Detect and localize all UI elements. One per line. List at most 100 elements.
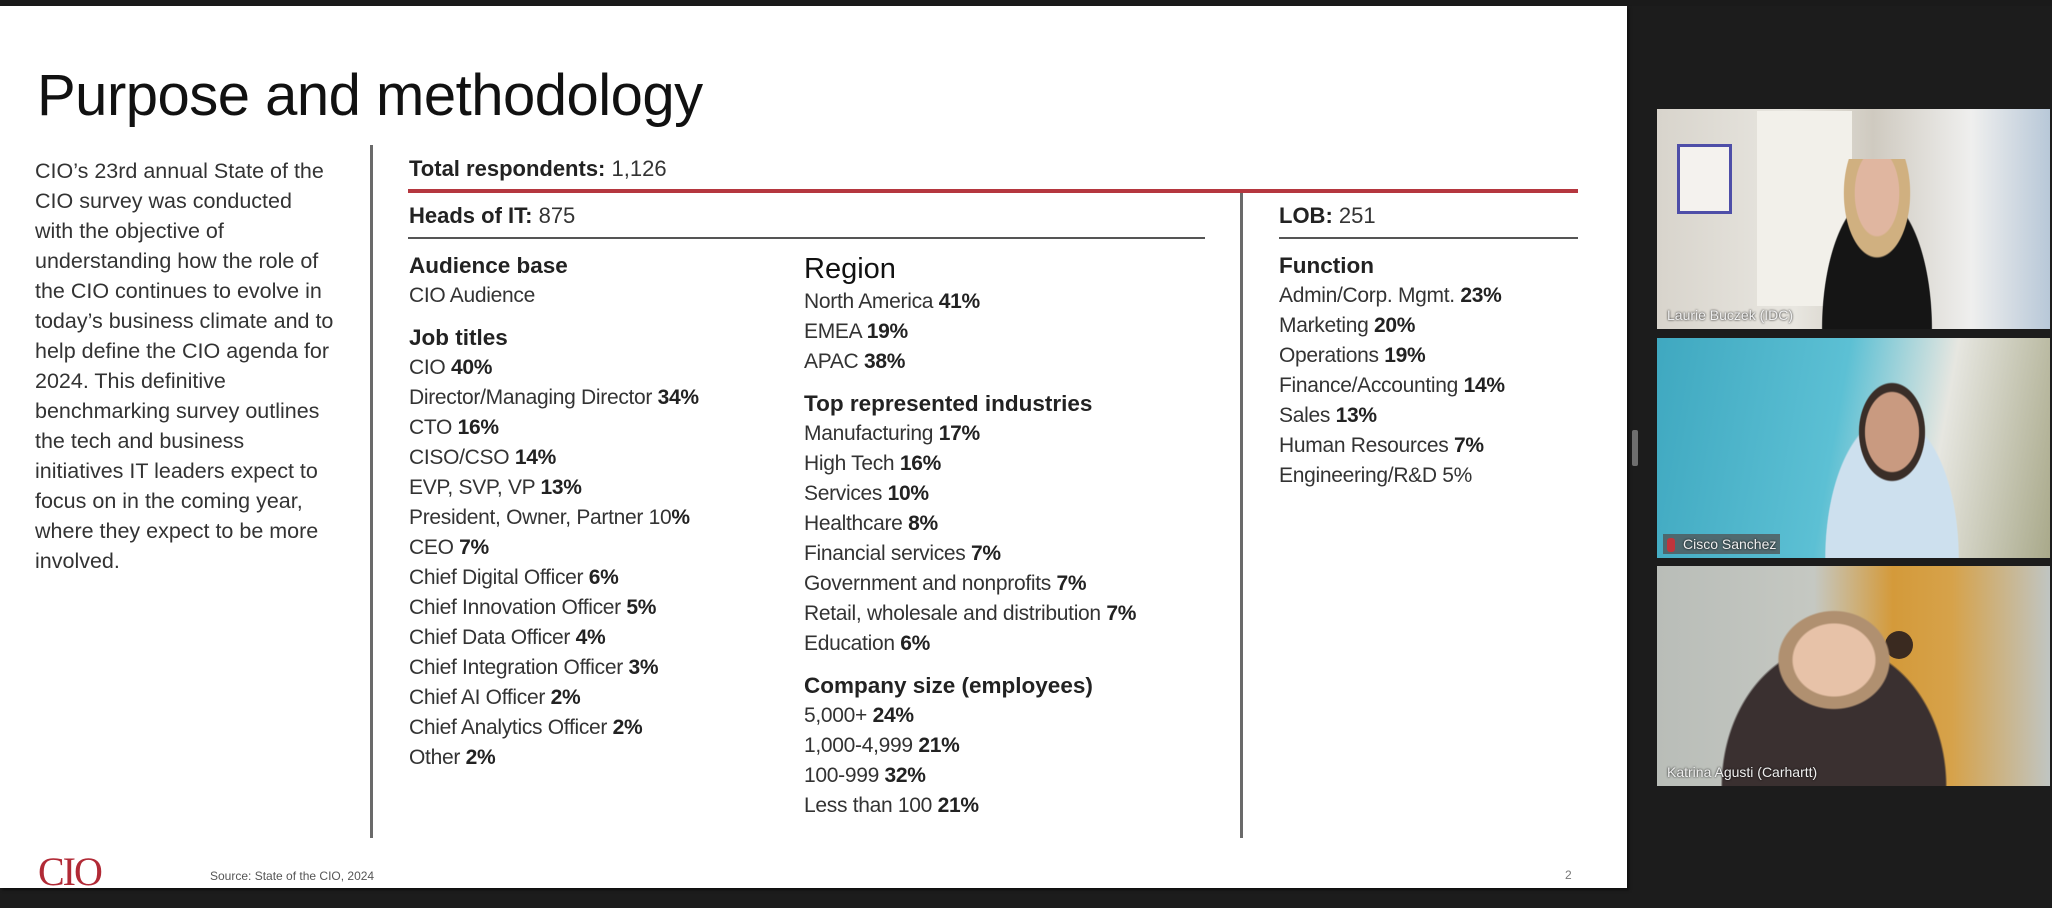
item-label: Government and nonprofits: [804, 572, 1057, 595]
lob-rule: [1279, 237, 1578, 239]
item-label: Chief Data Officer: [409, 626, 576, 649]
item-label: CTO: [409, 416, 458, 439]
top-bar: [0, 0, 2052, 6]
panel-resize-handle[interactable]: [1632, 430, 1638, 466]
item-percent: 41%: [938, 290, 980, 313]
list-item: Manufacturing 17%: [804, 419, 1136, 449]
list-item: CISO/CSO 14%: [409, 443, 699, 473]
total-label: Total respondents:: [409, 156, 606, 181]
item-label: Less than 100: [804, 794, 938, 817]
list-item: Chief Digital Officer 6%: [409, 563, 699, 593]
slide-title: Purpose and methodology: [37, 63, 703, 128]
heads-of-it: Heads of IT: 875: [409, 203, 575, 229]
item-label: CEO: [409, 536, 460, 559]
mic-muted-icon: [1667, 538, 1675, 552]
list-item: Chief Innovation Officer 5%: [409, 593, 699, 623]
participant-name-tag: Cisco Sanchez: [1663, 534, 1781, 554]
wall-art: [1677, 144, 1732, 214]
list-item: Sales 13%: [1279, 401, 1505, 431]
item-percent: 20%: [1374, 314, 1416, 337]
divider-mid: [1240, 192, 1243, 838]
audience-heading: Audience base: [409, 253, 568, 278]
item-label: EVP, SVP, VP: [409, 476, 541, 499]
item-percent: 7%: [971, 542, 1001, 565]
audience-value: CIO Audience: [409, 284, 535, 307]
list-item: High Tech 16%: [804, 449, 1136, 479]
page-number: 2: [1565, 868, 1572, 882]
item-percent: 21%: [918, 734, 960, 757]
list-item: Chief AI Officer 2%: [409, 683, 699, 713]
list-item: Other 2%: [409, 743, 699, 773]
participant-name: Cisco Sanchez: [1683, 536, 1777, 552]
item-percent: 10%: [887, 482, 929, 505]
list-item: EMEA 19%: [804, 317, 1136, 347]
participant-tile-1[interactable]: Laurie Buczek (IDC): [1657, 109, 2050, 329]
lob-label: LOB:: [1279, 203, 1333, 228]
list-item: APAC 38%: [804, 347, 1136, 377]
list-item: EVP, SVP, VP 13%: [409, 473, 699, 503]
item-label: Chief Integration Officer: [409, 656, 629, 679]
company-size-heading: Company size (employees): [804, 673, 1093, 698]
item-percent: 40%: [450, 356, 493, 379]
item-label: EMEA: [804, 320, 867, 343]
item-label: CISO/CSO: [409, 446, 515, 469]
item-percent: %: [671, 506, 690, 529]
item-label: Chief AI Officer: [409, 686, 551, 709]
list-item: Admin/Corp. Mgmt. 23%: [1279, 281, 1505, 311]
item-label: Chief Analytics Officer: [409, 716, 613, 739]
item-percent: 7%: [1056, 572, 1087, 595]
total-respondents: Total respondents: 1,126: [409, 156, 667, 182]
item-label: North America: [804, 290, 939, 313]
list-item: Services 10%: [804, 479, 1136, 509]
item-label: President, Owner, Partner 10: [409, 506, 672, 529]
item-percent: 5%: [626, 596, 657, 619]
list-item: Chief Analytics Officer 2%: [409, 713, 699, 743]
item-label: APAC: [804, 350, 864, 373]
item-label: Marketing: [1279, 314, 1375, 337]
job-titles-list: CIO 40% Director/Managing Director 34% CTO…: [409, 353, 699, 773]
item-label: Chief Innovation Officer: [409, 596, 627, 619]
list-item: Director/Managing Director 34%: [409, 383, 699, 413]
cio-logo: CIO: [38, 849, 103, 894]
item-percent: 2%: [612, 716, 643, 739]
participant-tile-2[interactable]: Cisco Sanchez: [1657, 338, 2050, 558]
participant-tile-3[interactable]: Katrina Agusti (Carhartt): [1657, 566, 2050, 786]
participant-video: [1807, 378, 1977, 558]
item-percent: 16%: [457, 416, 499, 439]
list-item: CEO 7%: [409, 533, 699, 563]
item-percent: 4%: [575, 626, 606, 649]
intro-paragraph: CIO’s 23rd annual State of the CIO surve…: [35, 159, 334, 573]
item-label: Engineering/R&D 5%: [1279, 464, 1473, 487]
item-label: Other: [409, 746, 466, 769]
heads-value: 875: [532, 203, 576, 228]
column-region: Region North America 41% EMEA 19% APAC 38%…: [804, 251, 1136, 821]
industries-list: Manufacturing 17% High Tech 16% Services 1…: [804, 419, 1136, 659]
heads-label: Heads of IT:: [409, 203, 533, 228]
item-label: Manufacturing: [804, 422, 939, 445]
list-item: Human Resources 7%: [1279, 431, 1505, 461]
item-percent: 7%: [459, 536, 489, 559]
column-audience: Audience base CIO Audience Job titles CI…: [409, 251, 699, 773]
item-percent: 17%: [938, 422, 980, 445]
item-label: Sales: [1279, 404, 1336, 427]
list-item: 1,000-4,999 21%: [804, 731, 1136, 761]
item-percent: 14%: [514, 446, 556, 469]
item-percent: 6%: [588, 566, 619, 589]
item-label: Education: [804, 632, 901, 655]
heads-rule: [408, 237, 1205, 239]
list-item: Chief Integration Officer 3%: [409, 653, 699, 683]
item-percent: 16%: [899, 452, 941, 475]
item-percent: 2%: [550, 686, 581, 709]
item-percent: 3%: [628, 656, 659, 679]
item-percent: 7%: [1106, 602, 1137, 625]
region-list: North America 41% EMEA 19% APAC 38%: [804, 287, 1136, 377]
function-heading: Function: [1279, 253, 1374, 278]
item-percent: 34%: [657, 386, 699, 409]
list-item: Less than 100 21%: [804, 791, 1136, 821]
industries-heading: Top represented industries: [804, 391, 1093, 416]
shared-slide: Purpose and methodology CIO’s 23rd annua…: [0, 6, 1627, 892]
item-percent: 7%: [1453, 434, 1484, 457]
column-function: Function Admin/Corp. Mgmt. 23% Marketing …: [1279, 251, 1505, 491]
list-item: Financial services 7%: [804, 539, 1136, 569]
item-label: Director/Managing Director: [409, 386, 658, 409]
